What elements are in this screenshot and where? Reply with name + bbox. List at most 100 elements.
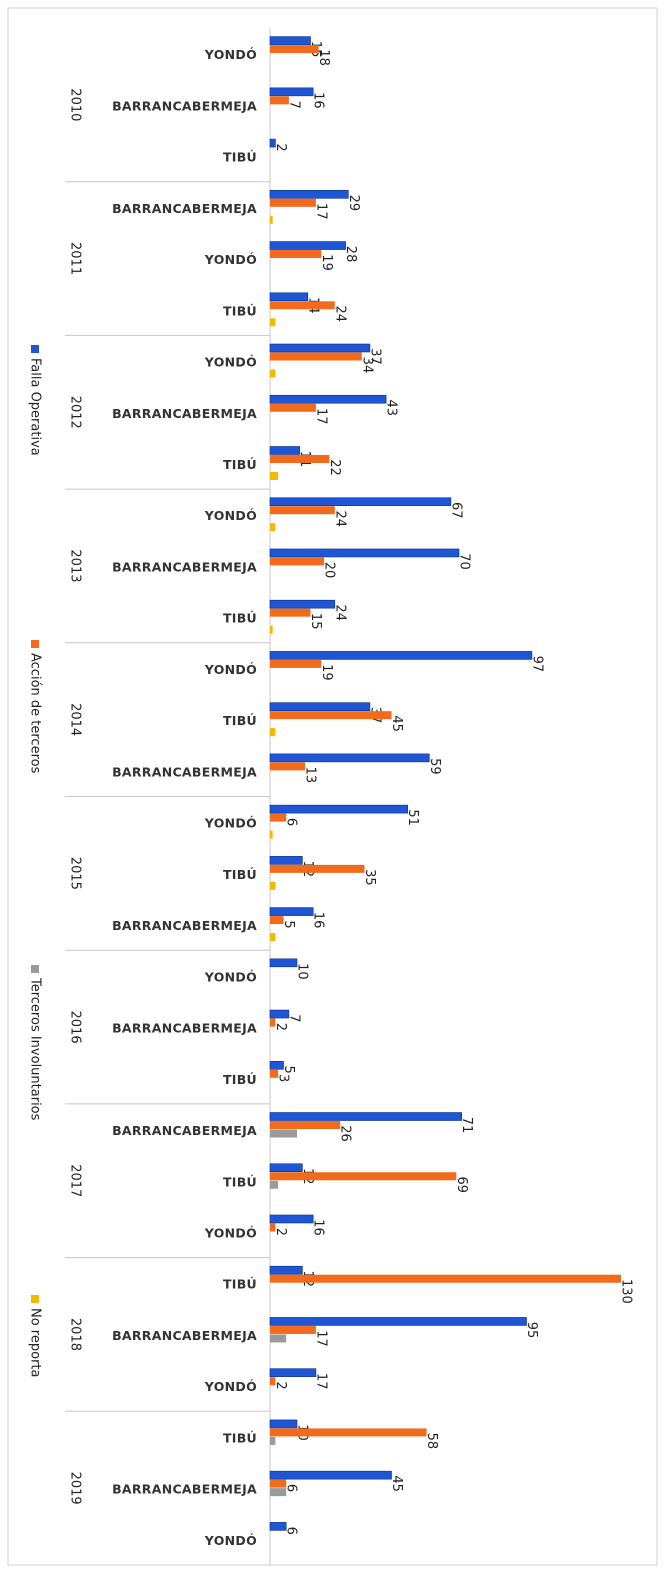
bar [270,45,319,54]
bar [270,1172,457,1181]
group-label: 2018 [68,1318,83,1351]
bar [270,250,322,259]
bar [270,506,335,515]
bar [270,830,273,839]
data-label: 24 [332,510,347,527]
legend-swatch [31,1295,39,1303]
group-label: 2014 [68,703,83,736]
data-label: 67 [448,502,463,519]
data-label: 17 [313,203,328,220]
bar [270,1274,621,1283]
category-label: TIBÚ [223,1430,257,1445]
category-label: BARRANCABERMEJA [112,764,257,779]
bar [269,702,371,711]
data-label: 16 [311,1219,326,1236]
bar [269,138,276,148]
category-label: YONDÓ [204,47,257,62]
category-label: BARRANCABERMEJA [112,201,257,216]
data-label: 51 [405,809,420,826]
category-label: BARRANCABERMEJA [112,1328,257,1343]
data-label: 13 [303,767,318,784]
group-label: 2017 [68,1164,83,1197]
bar [269,1060,284,1070]
data-label: 3 [276,1074,291,1082]
bar [269,958,298,968]
bar [270,728,276,737]
category-label: TIBÚ [223,713,257,728]
bar [269,497,452,507]
category-label: TIBÚ [223,1174,257,1189]
bar [269,907,314,916]
data-label: 20 [322,562,337,579]
bar [270,711,392,720]
bar [270,1479,287,1488]
bar [269,394,387,404]
bar [270,1428,427,1437]
data-label: 7 [286,1014,301,1022]
bar [270,1129,297,1138]
bar [270,659,322,668]
bar [269,241,346,250]
bar [270,301,335,310]
category-label: TIBÚ [223,1277,257,1292]
data-label: 2 [273,1228,288,1236]
data-label: 17 [313,1373,328,1390]
data-label: 45 [389,1475,404,1492]
data-label: 59 [427,758,442,775]
data-label: 2 [273,143,288,151]
group-label: 2010 [68,88,83,121]
legend-label: Falla Operativa [28,358,43,456]
data-label: 58 [424,1433,439,1450]
bar [270,1436,276,1445]
bar [270,454,330,463]
category-label: TIBÚ [223,303,257,318]
bar [269,1419,298,1429]
data-label: 24 [332,306,347,323]
category-label: BARRANCABERMEJA [112,918,257,933]
category-label: YONDÓ [204,662,257,677]
category-label: YONDÓ [204,1533,257,1548]
legend-swatch [31,345,39,353]
bar [270,318,276,327]
group-label: 2019 [68,1472,83,1505]
bar [270,1334,287,1343]
data-label: 18 [316,49,331,66]
data-label: 6 [284,1527,299,1535]
data-label: 2 [273,1023,288,1031]
data-label: 95 [524,1322,539,1339]
bar [269,343,371,353]
bar [270,96,289,105]
bar [269,599,336,609]
bar [269,1265,303,1275]
data-label: 130 [619,1279,634,1304]
bar [269,1009,290,1019]
bar [269,1317,527,1326]
data-label: 29 [346,195,361,212]
bar [269,856,303,865]
category-label: BARRANCABERMEJA [112,98,257,113]
data-label: 7 [286,101,301,109]
bar [270,1223,276,1232]
category-label: BARRANCABERMEJA [112,1021,257,1036]
bar [270,198,316,207]
bar [269,753,430,763]
bar [270,933,276,942]
bar [269,36,311,45]
data-label: 17 [313,408,328,425]
bar [270,762,306,771]
data-label: 16 [311,92,326,109]
group-label: 2011 [68,242,83,275]
data-label: 19 [319,254,334,271]
legend-label: Acción de terceros [28,653,43,774]
bar [269,87,314,97]
bar [270,1180,279,1189]
bar [269,292,309,302]
bar [270,403,316,412]
data-label: 22 [327,459,342,476]
data-label: 26 [338,1125,353,1142]
bar [269,190,349,199]
category-label: YONDÓ [204,1225,257,1240]
category-label: YONDÓ [204,252,257,267]
chart-border [7,7,658,1566]
